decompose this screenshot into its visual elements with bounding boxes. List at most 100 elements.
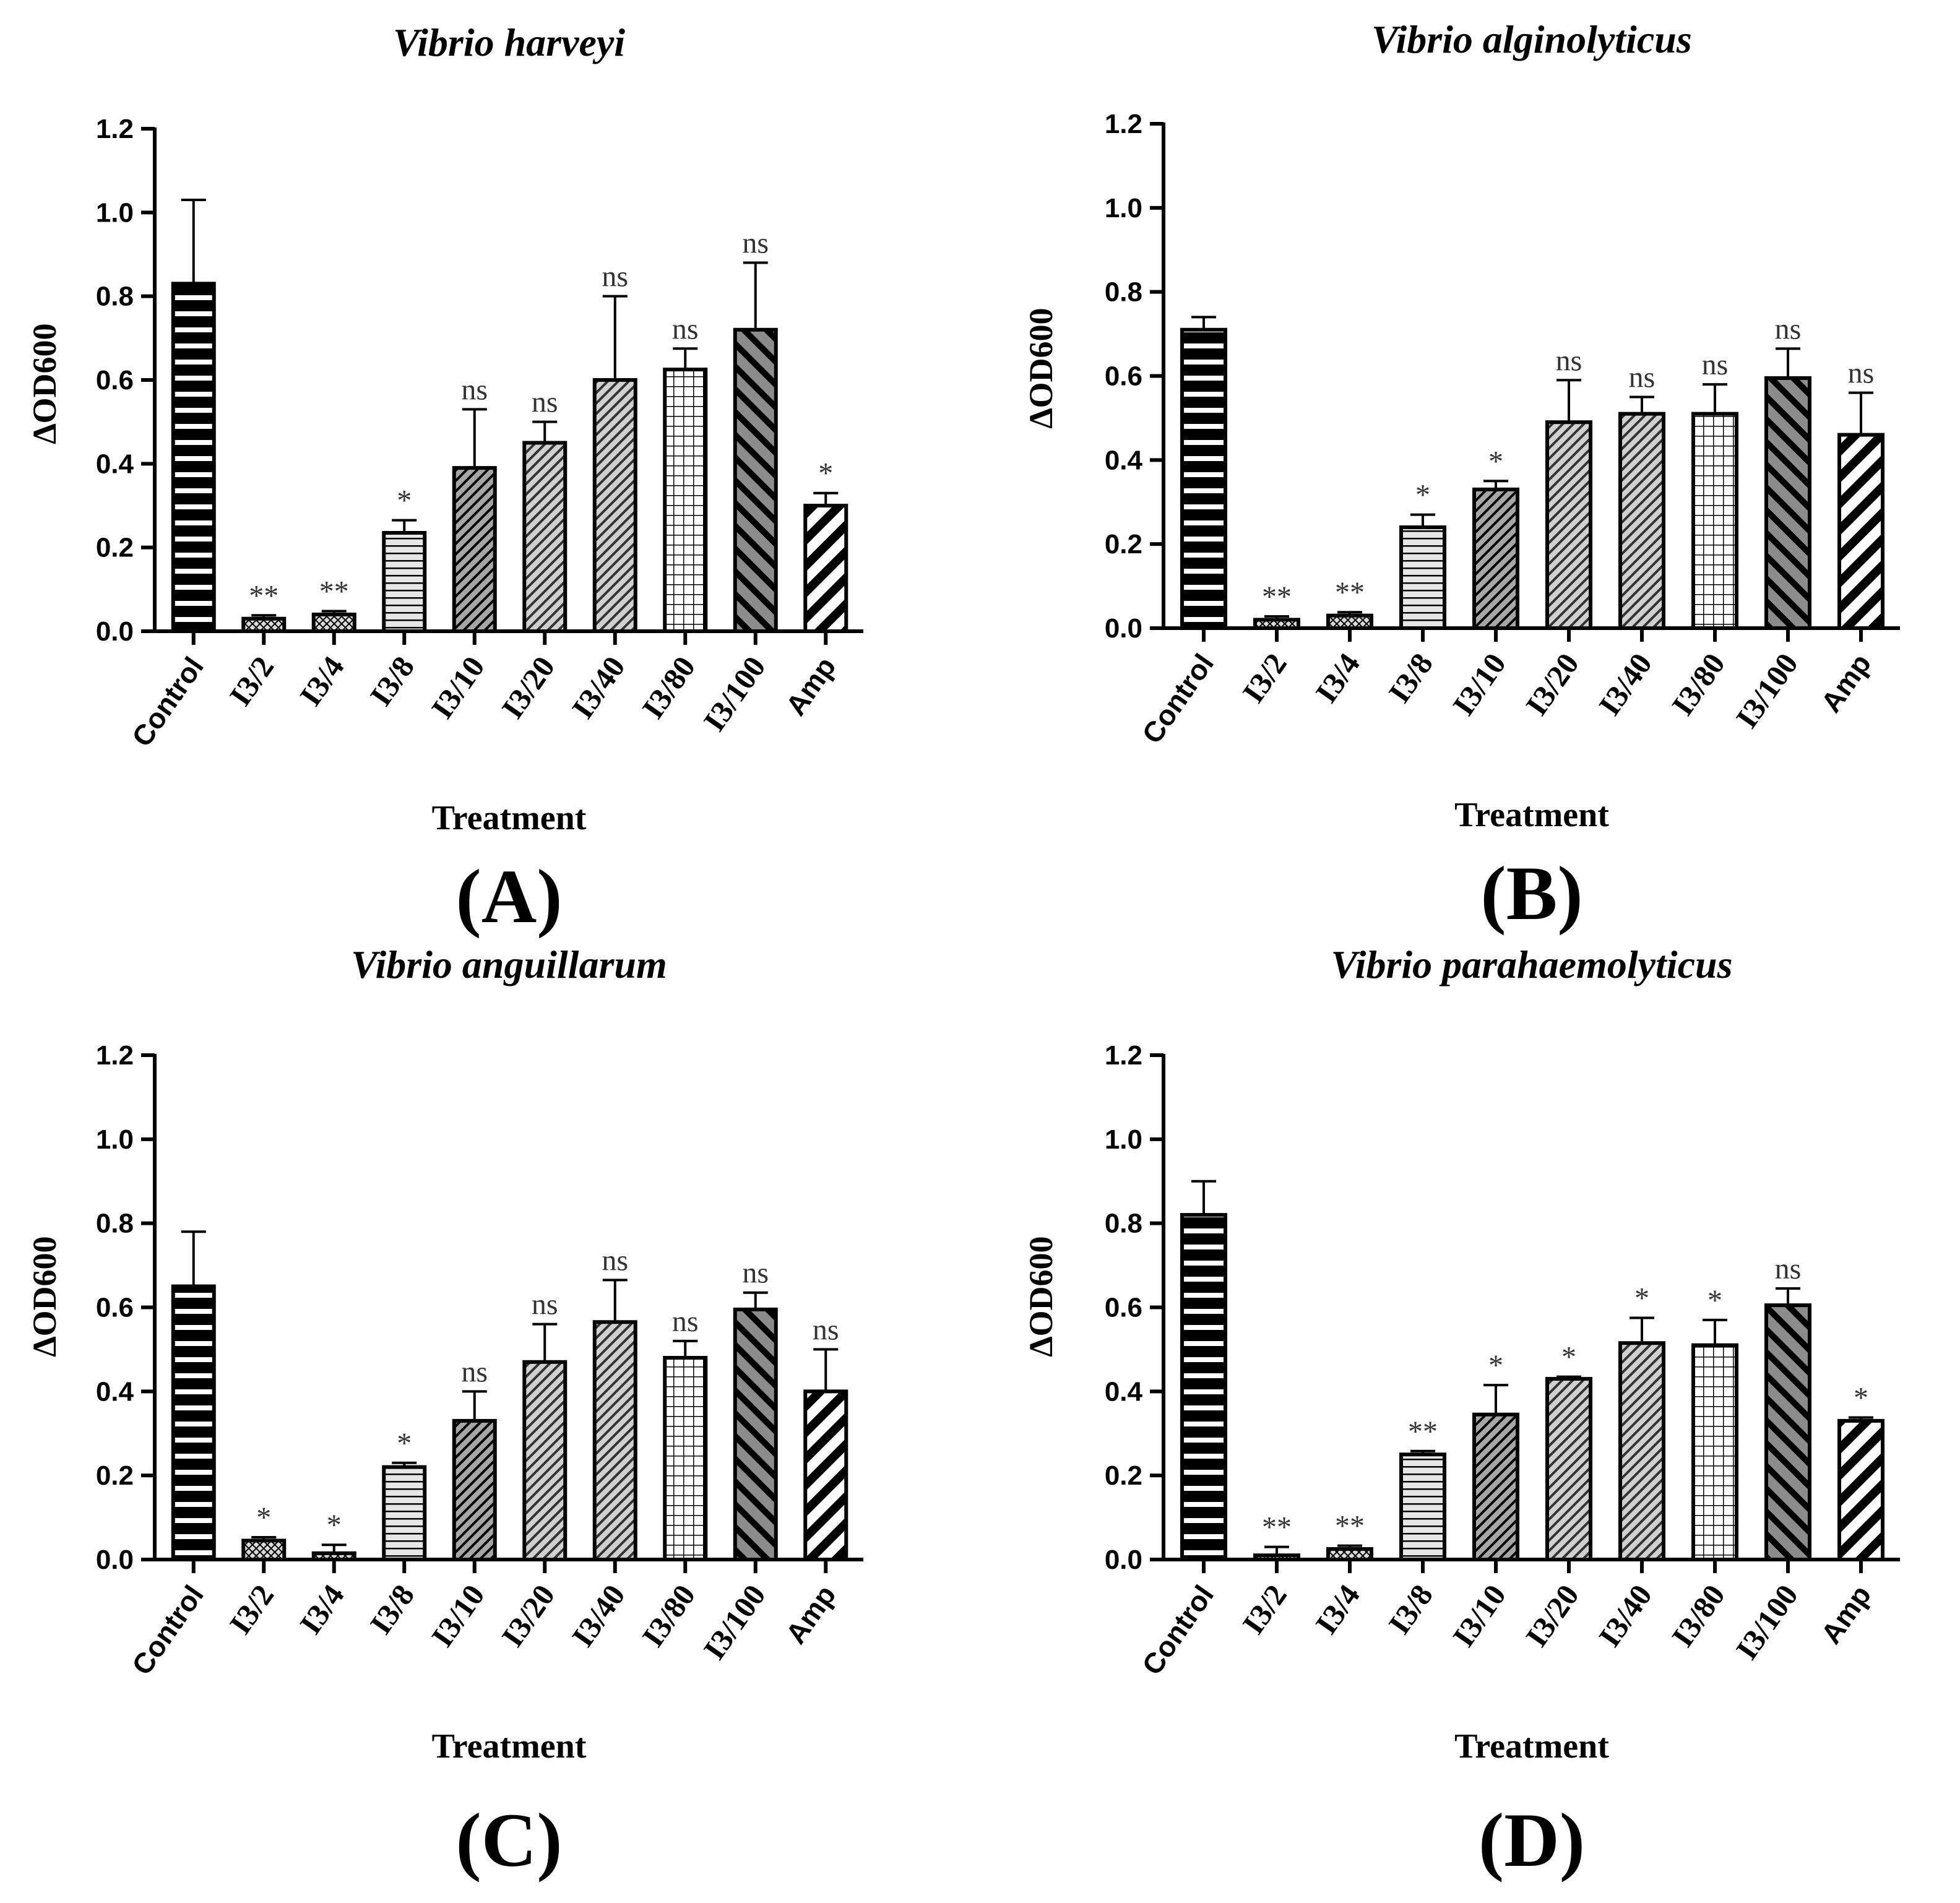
panel-label: (C) (455, 1798, 562, 1883)
panel-label: (D) (1479, 1798, 1585, 1883)
x-tick-label: I3/80 (635, 650, 702, 725)
y-tick-label: 1.0 (1105, 193, 1142, 223)
chart-title: Vibrio parahaemolyticus (1331, 943, 1733, 986)
x-tick-label: I3/20 (494, 650, 561, 725)
panel-label: (A) (455, 854, 562, 939)
x-tick-label: I3/4 (1308, 1578, 1366, 1640)
x-tick-label: Amp (779, 1579, 842, 1650)
significance-label: ** (1262, 580, 1292, 613)
significance-label: ns (1556, 344, 1582, 377)
bar-i3-10 (1472, 487, 1519, 630)
bar-i3-80 (663, 368, 708, 633)
bar-amp (1837, 433, 1884, 630)
y-axis-label: ∆OD600 (26, 1236, 63, 1357)
significance-label: ** (249, 579, 278, 612)
bar-i3-4 (311, 1551, 356, 1561)
y-axis-label: ∆OD600 (1022, 308, 1060, 428)
x-tick-label: I3/2 (1235, 647, 1293, 709)
significance-label: ** (1262, 1511, 1292, 1544)
panel-c: Vibrio anguillarum 0.0 0.2 0.4 0.6 0.8 1.0 1.2 ∆… (26, 943, 863, 1883)
y-tick-label: 0.0 (96, 616, 134, 647)
bar-i3-20 (1545, 1376, 1592, 1561)
bar-i3-8 (382, 530, 427, 633)
significance-label: * (397, 1427, 412, 1460)
bar-i3-20 (522, 1360, 568, 1562)
y-tick-label: 0.4 (96, 449, 134, 479)
panel-label: (B) (1480, 851, 1582, 936)
bar-i3-100 (733, 327, 778, 633)
x-tick-label: I3/2 (223, 650, 281, 712)
x-tick-label: Amp (1815, 1579, 1877, 1650)
bar-i3-100 (733, 1307, 778, 1561)
x-axis-label: Treatment (432, 1727, 587, 1766)
x-tick-label: I3/2 (223, 1578, 281, 1640)
x-tick-label: I3/20 (494, 1578, 561, 1653)
x-tick-label: Control (126, 651, 210, 753)
significance-label: ns (742, 227, 769, 260)
x-tick-label: I3/2 (1235, 1578, 1293, 1640)
y-tick-label: 0.2 (1105, 529, 1142, 559)
bar-i3-8 (1399, 1452, 1446, 1561)
significance-label: ns (742, 1257, 769, 1290)
y-tick-label: 0.0 (96, 1545, 134, 1575)
x-tick-label: Amp (779, 651, 842, 722)
significance-label: * (1488, 1349, 1503, 1382)
x-tick-label: I3/20 (1519, 1578, 1586, 1653)
x-tick-label: I3/100 (696, 650, 772, 737)
y-tick-label: 0.4 (1105, 445, 1143, 475)
significance-label: ** (1408, 1415, 1438, 1448)
significance-label: * (1634, 1282, 1649, 1314)
y-tick-label: 0.6 (1105, 1293, 1142, 1323)
x-tick-label: I3/8 (363, 1578, 421, 1640)
x-tick-label: I3/8 (363, 650, 421, 712)
x-tick-label: Control (126, 1579, 210, 1681)
bar-i3-40 (592, 378, 637, 633)
significance-label: ns (1702, 348, 1729, 381)
bar-i3-80 (663, 1356, 708, 1561)
bar-i3-2 (241, 616, 287, 634)
bar-control (171, 282, 216, 634)
chart-title: Vibrio harveyi (393, 20, 625, 64)
bar-i3-4 (311, 612, 356, 634)
significance-label: ns (672, 1305, 699, 1338)
x-tick-label: I3/100 (696, 1578, 772, 1665)
y-tick-label: 1.2 (1105, 109, 1142, 139)
bar-i3-10 (452, 1418, 497, 1561)
bar-i3-2 (241, 1538, 287, 1561)
significance-label: ns (461, 1355, 488, 1388)
y-tick-label: 0.8 (1105, 277, 1142, 308)
y-tick-label: 0.6 (1105, 361, 1142, 392)
chart-title: Vibrio alginolyticus (1371, 17, 1691, 61)
significance-label: * (1415, 479, 1430, 512)
bar-amp (1837, 1418, 1884, 1561)
bar-i3-2 (1253, 618, 1300, 631)
bar-i3-20 (522, 441, 568, 633)
x-tick-label: I3/40 (1592, 1578, 1659, 1653)
significance-label: ns (813, 1313, 839, 1346)
x-axis-label: Treatment (1454, 1727, 1609, 1766)
x-tick-label: I3/40 (565, 650, 632, 725)
y-axis-label: ∆OD600 (26, 323, 63, 444)
x-tick-label: Control (1136, 648, 1220, 749)
x-tick-label: I3/40 (565, 1578, 632, 1653)
x-tick-label: I3/10 (425, 1578, 491, 1653)
bar-i3-10 (1472, 1412, 1519, 1561)
x-tick-label: Control (1136, 1579, 1220, 1681)
y-tick-label: 1.0 (1105, 1124, 1142, 1155)
x-tick-label: I3/10 (1446, 1578, 1513, 1653)
significance-label: * (1854, 1381, 1868, 1414)
x-axis-label: Treatment (432, 799, 587, 837)
bar-i3-40 (1618, 412, 1665, 630)
significance-label: ns (1775, 313, 1802, 345)
significance-label: ns (602, 261, 628, 293)
significance-label: * (397, 485, 412, 517)
bar-i3-8 (1399, 525, 1446, 630)
significance-label: * (818, 457, 833, 490)
bar-i3-80 (1691, 412, 1738, 630)
x-tick-label: I3/8 (1381, 1578, 1440, 1640)
y-tick-label: 0.0 (1105, 613, 1142, 644)
significance-label: ** (1335, 576, 1365, 609)
x-tick-label: I3/80 (1665, 647, 1732, 722)
significance-label: * (327, 1509, 342, 1542)
